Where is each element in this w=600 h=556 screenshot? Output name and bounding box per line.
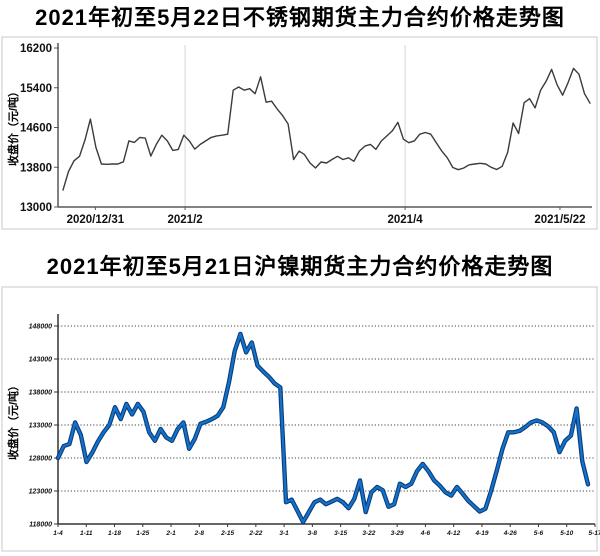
nickel-x-tick-label: 1-4: [53, 530, 63, 537]
steel-line-chart: 16200 15400 14600 13800 13000 2020/12/31 2021/…: [1, 36, 598, 230]
nickel-x-tick-label: 4-19: [474, 530, 488, 537]
nickel-y-tick-label: 143000: [29, 357, 52, 364]
nickel-x-tick-label: 3-1: [279, 530, 289, 537]
nickel-x-tick-label: 3-8: [308, 530, 318, 537]
steel-y-tick-label: 13000: [20, 202, 52, 214]
nickel-y-tick-label: 148000: [29, 324, 52, 331]
steel-x-tick-label: 2021/4: [388, 214, 424, 226]
nickel-y-tick-label: 133000: [29, 423, 52, 430]
nickel-y-tick-label: 118000: [29, 522, 52, 529]
steel-chart-frame: [1, 36, 598, 230]
nickel-x-tick-label: 1-25: [136, 530, 149, 537]
nickel-x-tick-label: 1-18: [108, 530, 121, 537]
steel-x-tick-label: 2021/5/22: [534, 214, 585, 226]
nickel-x-tick-label: 3-15: [334, 530, 347, 537]
nickel-x-tick-label: 5-6: [534, 530, 544, 537]
nickel-x-tick-label: 4-6: [420, 530, 431, 537]
nickel-chart-frame: [1, 286, 598, 552]
steel-y-tick-label: 13800: [20, 162, 52, 174]
nickel-y-tick-label: 123000: [29, 489, 52, 496]
nickel-x-tick-label: 3-22: [362, 530, 375, 537]
nickel-price-line: [56, 332, 590, 524]
nickel-x-tick-label: 2-8: [194, 530, 205, 537]
nickel-y-tick-label: 138000: [29, 390, 52, 397]
nickel-x-tick-label: 4-26: [503, 530, 517, 537]
nickel-y-tick-label: 128000: [29, 456, 52, 463]
nickel-x-tick-label: 1-11: [80, 530, 93, 537]
steel-y-tick-label: 16200: [20, 43, 52, 55]
nickel-line-chart: 148000 143000 138000 133000 128000 123000 1180…: [1, 286, 600, 552]
nickel-x-tick-label: 2-1: [165, 530, 176, 537]
nickel-x-tick-label: 5-17: [588, 530, 600, 537]
steel-x-tick-label: 2020/12/31: [67, 214, 125, 226]
steel-y-tick-label: 14600: [20, 123, 52, 135]
nickel-x-tick-label: 4-12: [446, 530, 460, 537]
nickel-x-tick-label: 2-22: [248, 530, 262, 537]
steel-chart-title: 2021年初至5月22日不锈钢期货主力合约价格走势图: [35, 5, 565, 30]
nickel-x-tick-label: 5-10: [560, 530, 573, 537]
nickel-x-tick-label: 3-29: [391, 530, 404, 537]
steel-x-tick-label: 2021/2: [167, 214, 202, 226]
steel-y-tick-label: 15400: [20, 83, 52, 95]
nickel-price-line-edge: [55, 331, 591, 525]
nickel-chart-title: 2021年初至5月21日沪镍期货主力合约价格走势图: [46, 254, 554, 279]
steel-price-line: [62, 67, 591, 191]
nickel-x-tick-label: 2-15: [220, 530, 234, 537]
